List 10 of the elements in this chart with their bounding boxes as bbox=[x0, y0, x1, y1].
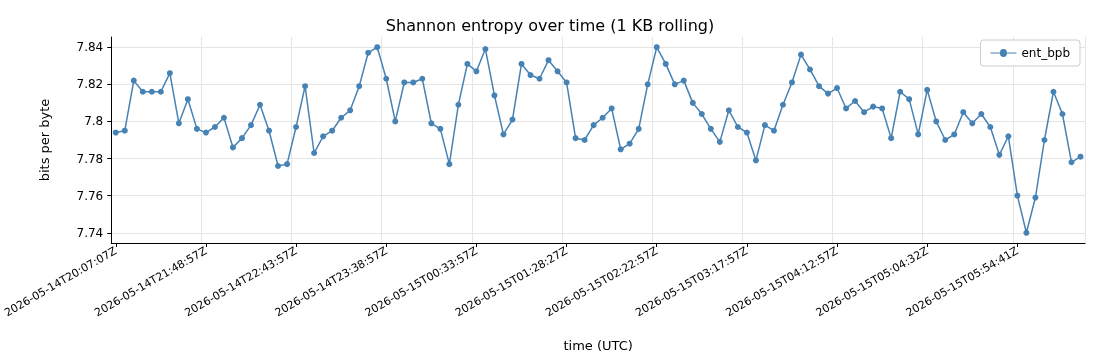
x-axis-title: time (UTC) bbox=[563, 338, 633, 353]
y-tick-label: 7.78 bbox=[76, 151, 104, 166]
legend-label: ent_bpb bbox=[1021, 46, 1070, 60]
y-tick-label: 7.84 bbox=[76, 40, 104, 55]
y-tick-label: 7.76 bbox=[76, 188, 104, 203]
y-tick-label: 7.82 bbox=[76, 77, 104, 92]
chart-title: Shannon entropy over time (1 KB rolling) bbox=[385, 15, 715, 35]
y-tick-label: 7.8 bbox=[84, 114, 104, 129]
y-tick-label: 7.74 bbox=[76, 225, 104, 240]
y-axis-title: bits per byte bbox=[37, 98, 53, 182]
